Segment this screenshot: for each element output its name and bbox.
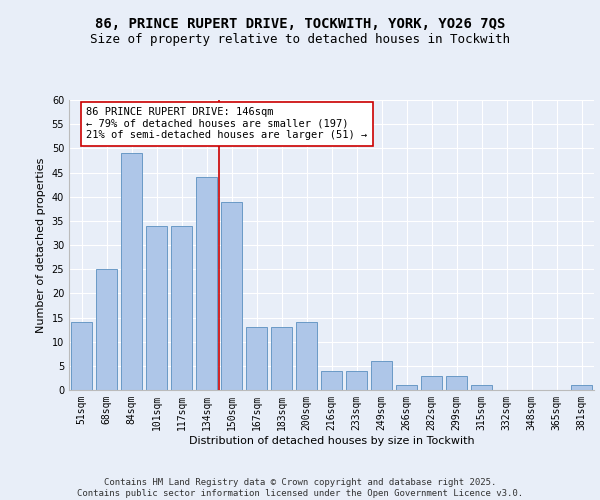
Text: 86, PRINCE RUPERT DRIVE, TOCKWITH, YORK, YO26 7QS: 86, PRINCE RUPERT DRIVE, TOCKWITH, YORK,… — [95, 18, 505, 32]
Y-axis label: Number of detached properties: Number of detached properties — [36, 158, 46, 332]
Bar — [296, 322, 317, 390]
Bar — [271, 327, 292, 390]
Bar — [421, 376, 442, 390]
Bar — [171, 226, 192, 390]
Bar — [371, 361, 392, 390]
Bar — [71, 322, 92, 390]
X-axis label: Distribution of detached houses by size in Tockwith: Distribution of detached houses by size … — [188, 436, 475, 446]
Bar — [146, 226, 167, 390]
Text: 86 PRINCE RUPERT DRIVE: 146sqm
← 79% of detached houses are smaller (197)
21% of: 86 PRINCE RUPERT DRIVE: 146sqm ← 79% of … — [86, 108, 368, 140]
Bar — [121, 153, 142, 390]
Bar — [571, 385, 592, 390]
Bar — [246, 327, 267, 390]
Bar — [196, 178, 217, 390]
Text: Contains HM Land Registry data © Crown copyright and database right 2025.
Contai: Contains HM Land Registry data © Crown c… — [77, 478, 523, 498]
Bar — [471, 385, 492, 390]
Bar — [321, 370, 342, 390]
Bar — [96, 269, 117, 390]
Bar — [396, 385, 417, 390]
Bar — [221, 202, 242, 390]
Bar — [446, 376, 467, 390]
Text: Size of property relative to detached houses in Tockwith: Size of property relative to detached ho… — [90, 32, 510, 46]
Bar — [346, 370, 367, 390]
